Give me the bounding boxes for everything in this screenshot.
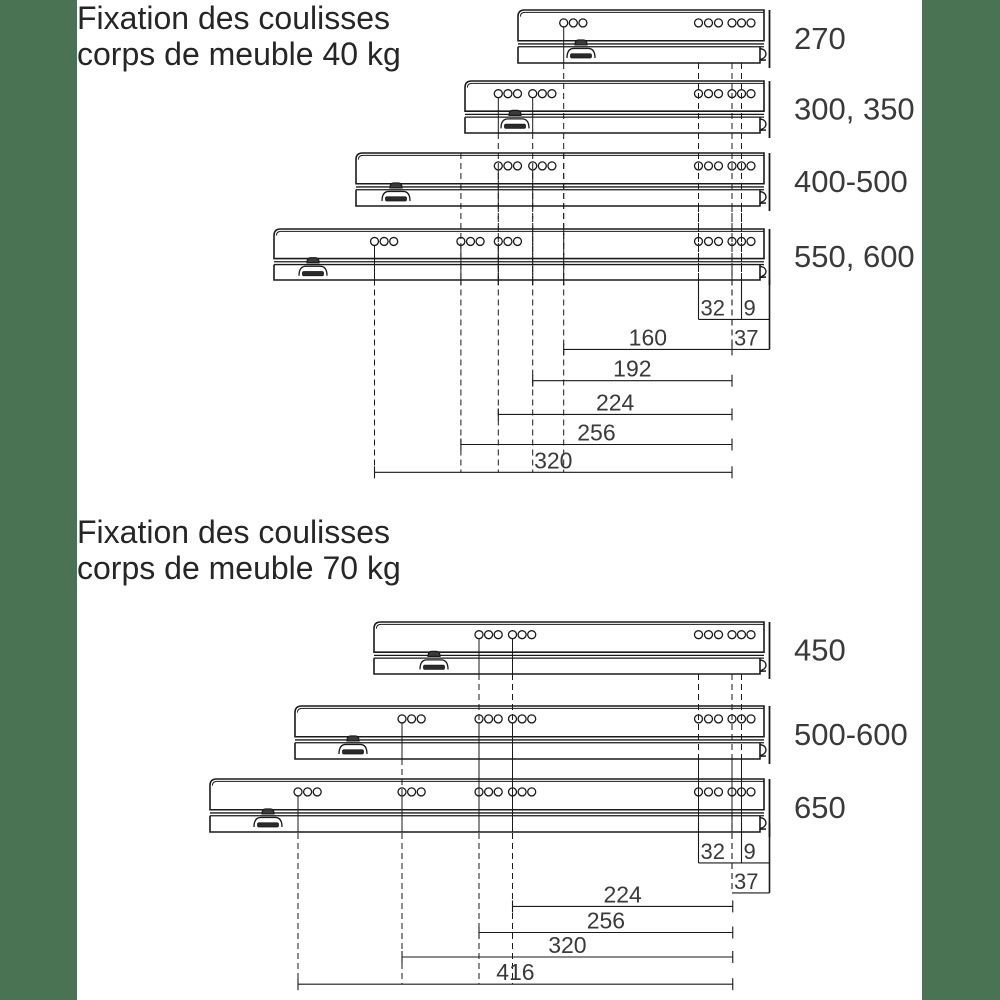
svg-text:9: 9: [744, 839, 756, 864]
svg-text:160: 160: [629, 324, 667, 350]
svg-text:400-500: 400-500: [794, 164, 908, 199]
svg-text:corps de meuble 40 kg: corps de meuble 40 kg: [77, 36, 401, 72]
svg-text:270: 270: [794, 21, 846, 56]
svg-text:37: 37: [734, 325, 758, 350]
svg-text:37: 37: [734, 869, 758, 894]
svg-text:320: 320: [548, 932, 586, 958]
svg-text:500-600: 500-600: [794, 717, 908, 752]
svg-text:416: 416: [496, 959, 534, 985]
svg-text:224: 224: [603, 881, 642, 907]
svg-text:550, 600: 550, 600: [794, 239, 915, 274]
svg-text:Fixation des coulisses: Fixation des coulisses: [77, 514, 390, 550]
svg-text:256: 256: [587, 908, 625, 934]
svg-text:9: 9: [744, 295, 756, 320]
svg-text:650: 650: [794, 790, 846, 825]
svg-text:32: 32: [701, 839, 725, 864]
svg-text:192: 192: [613, 356, 651, 382]
svg-text:224: 224: [596, 389, 635, 415]
svg-text:32: 32: [701, 295, 725, 320]
svg-text:corps de meuble 70 kg: corps de meuble 70 kg: [77, 550, 401, 586]
svg-text:300, 350: 300, 350: [794, 91, 915, 126]
svg-text:450: 450: [794, 632, 846, 667]
svg-text:256: 256: [577, 420, 615, 446]
svg-text:Fixation des coulisses: Fixation des coulisses: [77, 0, 390, 36]
svg-text:320: 320: [534, 447, 572, 473]
